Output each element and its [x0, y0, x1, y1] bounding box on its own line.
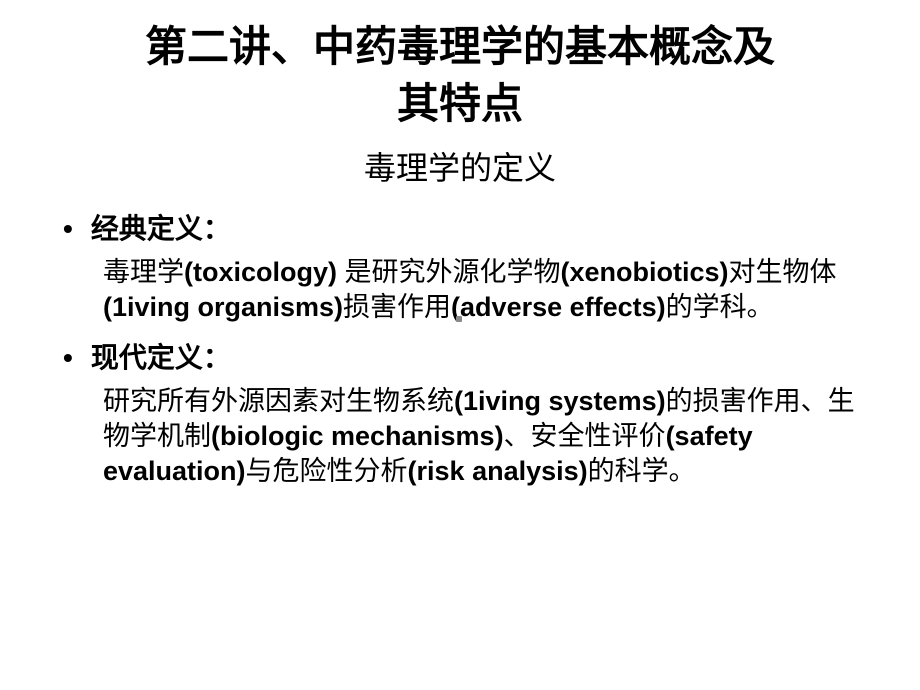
main-title: 第二讲、中药毒理学的基本概念及 其特点: [55, 20, 865, 133]
subtitle: 毒理学的定义: [55, 143, 865, 189]
body-classic: 毒理学(toxicology) 是研究外源化学物(xenobiotics)对生物…: [103, 255, 865, 324]
title-line-1: 第二讲、中药毒理学的基本概念及: [145, 25, 775, 71]
heading-modern-text: 现代定义：: [91, 336, 231, 376]
title-line-2: 其特点: [397, 82, 523, 128]
heading-classic: • 经典定义：: [55, 207, 865, 247]
bullet-icon: •: [63, 215, 73, 243]
heading-classic-text: 经典定义：: [91, 207, 231, 247]
center-marker-icon: [456, 316, 462, 322]
heading-modern: • 现代定义：: [55, 336, 865, 376]
section-modern-definition: • 现代定义： 研究所有外源因素对生物系统(1iving systems)的损害…: [55, 336, 865, 488]
section-classic-definition: • 经典定义： 毒理学(toxicology) 是研究外源化学物(xenobio…: [55, 207, 865, 324]
body-modern: 研究所有外源因素对生物系统(1iving systems)的损害作用、生物学机制…: [103, 384, 865, 488]
bullet-icon: •: [63, 344, 73, 372]
